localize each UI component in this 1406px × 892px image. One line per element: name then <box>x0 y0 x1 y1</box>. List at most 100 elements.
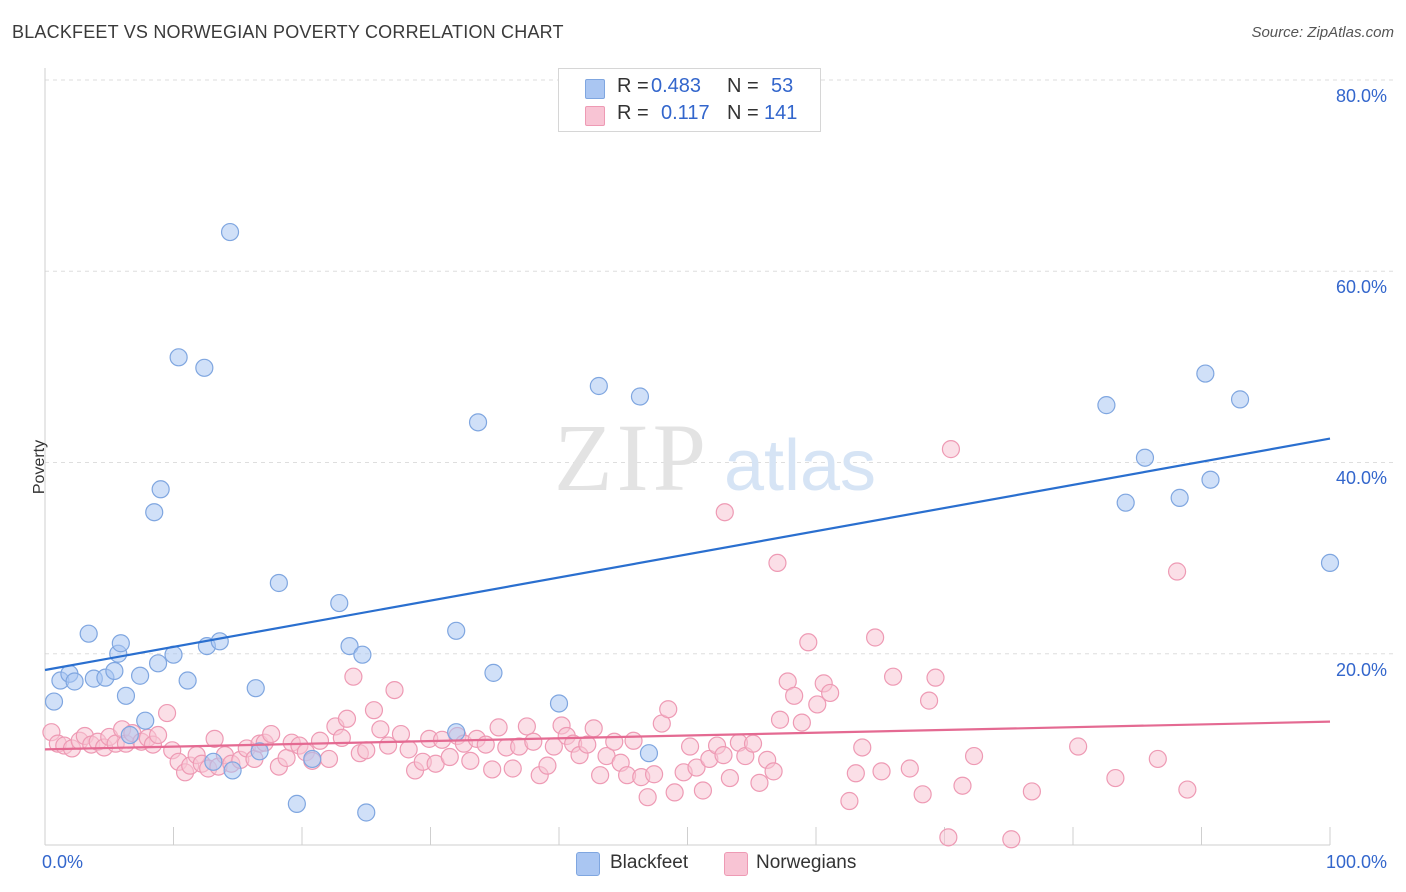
blackfeet-point-10 <box>116 686 136 705</box>
legend-row-norwegians: R = 0.117 N = 141 <box>559 101 820 127</box>
blackfeet-point-20 <box>195 358 214 377</box>
norwegians-point-127 <box>939 828 958 847</box>
blackfeet-point-33 <box>353 645 372 664</box>
bottom-legend-label: Norwegians <box>756 852 857 873</box>
norwegians-point-126 <box>926 668 945 687</box>
blackfeet-point-16 <box>151 480 170 499</box>
legend-n-value: 53 <box>771 75 794 97</box>
norwegians-point-26 <box>205 729 224 748</box>
blackfeet-point-27 <box>250 742 269 761</box>
norwegians-point-111 <box>785 686 804 705</box>
blackfeet-point-24 <box>220 222 240 242</box>
norwegians-point-82 <box>584 719 603 738</box>
y-tick-label-20: 20.0% <box>1336 660 1388 680</box>
legend-row-blackfeet: R = 0.483 N = 53 <box>559 74 820 100</box>
watermark-atlas: atlas <box>724 426 876 506</box>
norwegians-point-106 <box>750 773 769 792</box>
norwegians-point-108 <box>764 762 783 781</box>
norwegians-point-51 <box>371 720 390 739</box>
blackfeet-point-28 <box>269 573 288 593</box>
norwegians-trend-line <box>44 720 1331 751</box>
blackfeet-point-48 <box>1201 470 1220 489</box>
norwegians-point-91 <box>644 765 664 784</box>
norwegians-point-98 <box>693 781 713 800</box>
norwegians-point-113 <box>799 633 818 652</box>
blackfeet-point-39 <box>549 694 569 713</box>
legend-n-value: 141 <box>764 102 798 124</box>
norwegians-point-49 <box>357 741 376 760</box>
norwegians-point-124 <box>913 785 932 804</box>
norwegians-point-70 <box>503 759 522 778</box>
bottom-legend-norwegians: Norwegians <box>724 850 884 878</box>
blackfeet-point-23 <box>210 632 229 651</box>
blackfeet-point-45 <box>1135 448 1155 467</box>
norwegians-point-94 <box>665 783 684 802</box>
blackfeet-point-36 <box>447 723 466 742</box>
axes <box>44 68 1331 846</box>
norwegians-point-61 <box>440 747 459 767</box>
norwegians-point-75 <box>538 756 557 775</box>
norwegians-point-118 <box>846 764 865 783</box>
blackfeet-point-42 <box>639 744 659 763</box>
legend-r-label: R = <box>617 102 649 124</box>
norwegians-point-130 <box>964 746 984 766</box>
norwegians-point-35 <box>262 724 281 744</box>
blackfeet-point-9 <box>111 634 130 653</box>
y-tick-label-40: 40.0% <box>1336 468 1388 488</box>
norwegians-point-88 <box>624 731 643 750</box>
norwegians-point-137 <box>1178 780 1197 799</box>
norwegians-point-134 <box>1106 768 1125 788</box>
x-tick-label-100: 100.0% <box>1326 852 1388 872</box>
legend-r-value: 0.117 <box>661 102 710 124</box>
norwegians-point-120 <box>866 628 885 647</box>
norwegians-point-85 <box>605 732 624 751</box>
blackfeet-point-47 <box>1196 364 1215 383</box>
blackfeet-point-46 <box>1170 488 1189 507</box>
norwegians-point-122 <box>883 667 903 686</box>
norwegians-point-64 <box>461 751 480 770</box>
blackfeet-point-18 <box>169 348 188 367</box>
bottom-legend-label: Blackfeet <box>610 852 689 873</box>
norwegians-point-37 <box>277 748 296 768</box>
blackfeet-point-35 <box>447 621 466 640</box>
blackfeet-point-14 <box>145 503 164 522</box>
blackfeet-point-26 <box>246 679 265 698</box>
norwegians-point-96 <box>680 737 700 756</box>
norwegians-point-53 <box>385 680 404 700</box>
bottom-legend-swatch-blue <box>576 852 600 876</box>
legend-swatch-blue <box>585 79 605 99</box>
legend-n-label: N = <box>727 102 759 124</box>
norwegians-point-112 <box>792 713 811 732</box>
blackfeet-point-4 <box>79 624 98 643</box>
blackfeet-point-38 <box>484 663 503 682</box>
blackfeet-point-12 <box>130 666 150 685</box>
blackfeet-point-40 <box>589 376 608 396</box>
norwegians-point-121 <box>872 762 891 781</box>
norwegians-point-129 <box>953 776 972 795</box>
blackfeet-point-49 <box>1230 390 1250 409</box>
watermark: ZIP atlas <box>554 404 876 511</box>
norwegians-point-46 <box>337 709 357 728</box>
blackfeet-point-7 <box>105 661 124 681</box>
source-label: Source: ZipAtlas.com <box>1251 24 1394 41</box>
blackfeet-point-3 <box>65 672 84 691</box>
norwegians-point-101 <box>714 746 733 765</box>
norwegians-point-68 <box>489 718 508 737</box>
blackfeet-point-44 <box>1116 493 1135 512</box>
trend-lines <box>44 437 1331 751</box>
chart-title: BLACKFEET VS NORWEGIAN POVERTY CORRELATI… <box>12 22 564 42</box>
blackfeet-trend-line <box>44 437 1331 672</box>
norwegians-point-18 <box>157 703 177 723</box>
blackfeet-point-41 <box>630 387 650 406</box>
blackfeet-point-50 <box>1320 553 1340 573</box>
norwegians-point-128 <box>941 440 961 459</box>
blackfeet-point-22 <box>204 752 223 771</box>
legend-swatch-pink <box>585 106 605 126</box>
blackfeet-point-11 <box>120 725 139 745</box>
y-tick-label-60: 60.0% <box>1336 277 1388 297</box>
bottom-legend-swatch-pink <box>724 852 748 876</box>
norwegians-point-132 <box>1022 782 1041 801</box>
blackfeet-point-32 <box>340 636 359 656</box>
norwegians-point-67 <box>483 760 502 779</box>
norwegians-point-90 <box>638 788 657 807</box>
